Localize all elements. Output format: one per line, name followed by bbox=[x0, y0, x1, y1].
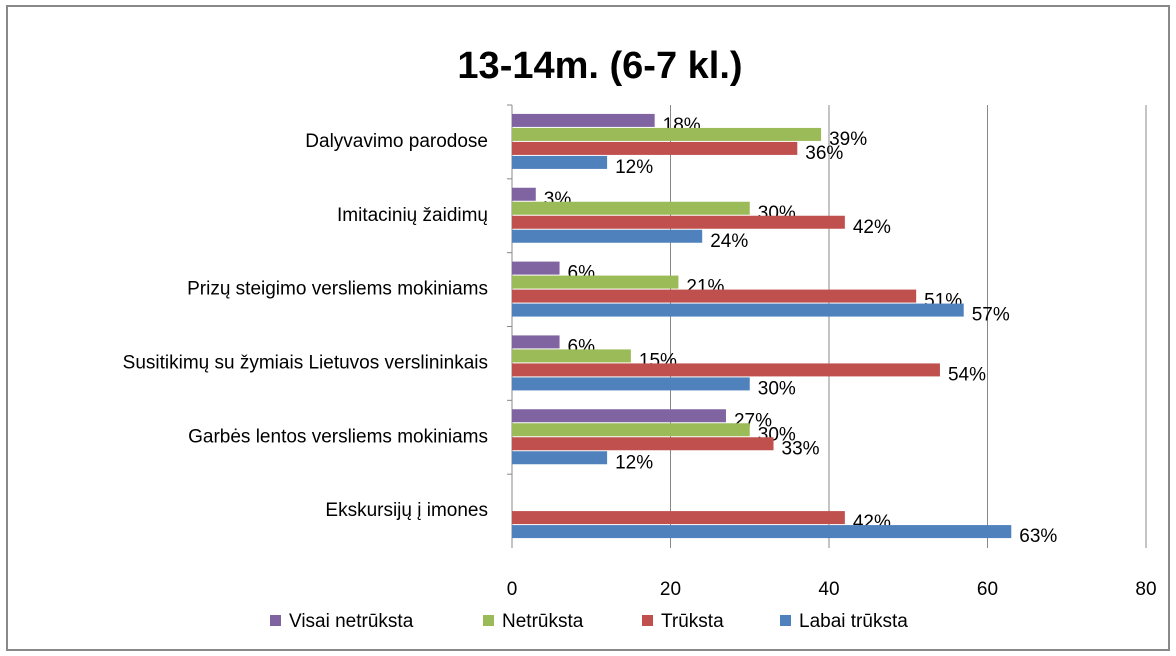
bar bbox=[512, 261, 560, 275]
x-tick-label: 80 bbox=[1135, 579, 1156, 600]
legend-marker bbox=[483, 615, 494, 626]
legend-label: Trūksta bbox=[661, 611, 724, 632]
data-label: 12% bbox=[615, 157, 653, 178]
chart-title: 13-14m. (6-7 kl.) bbox=[457, 45, 742, 87]
bar bbox=[512, 155, 608, 169]
data-label: 54% bbox=[948, 364, 986, 385]
x-tick-label: 40 bbox=[818, 579, 839, 600]
data-label: 24% bbox=[710, 231, 748, 252]
bar bbox=[512, 275, 679, 289]
bar bbox=[512, 201, 750, 215]
bar bbox=[512, 289, 917, 303]
x-tick-label: 0 bbox=[507, 579, 518, 600]
chart-frame bbox=[6, 5, 1170, 651]
y-tick-label: Prizų steigimo versliems mokiniams bbox=[187, 279, 488, 300]
bar bbox=[512, 363, 940, 377]
data-label: 63% bbox=[1019, 526, 1057, 547]
y-tick-label: Garbės lentos versliems mokiniams bbox=[188, 426, 488, 447]
data-label: 12% bbox=[615, 452, 653, 473]
legend-marker bbox=[270, 615, 281, 626]
bar bbox=[512, 437, 774, 451]
bar bbox=[512, 113, 655, 127]
x-tick-label: 60 bbox=[977, 579, 998, 600]
bar bbox=[512, 409, 726, 423]
bar bbox=[512, 349, 631, 363]
bar bbox=[512, 141, 798, 155]
legend-label: Visai netrūksta bbox=[289, 611, 414, 632]
bar bbox=[512, 229, 703, 243]
bar bbox=[512, 127, 822, 141]
bar bbox=[512, 451, 608, 465]
legend-marker bbox=[642, 615, 653, 626]
legend-label: Labai trūksta bbox=[799, 611, 908, 632]
data-label: 57% bbox=[972, 305, 1010, 326]
x-tick-label: 20 bbox=[660, 579, 681, 600]
bar bbox=[512, 423, 750, 437]
y-tick-label: Susitikimų su žymiais Lietuvos verslinin… bbox=[123, 352, 488, 373]
y-tick-label: Imitacinių žaidimų bbox=[337, 205, 488, 226]
data-label: 30% bbox=[758, 378, 796, 399]
legend-marker bbox=[780, 615, 791, 626]
bar bbox=[512, 377, 750, 391]
data-label: 42% bbox=[853, 217, 891, 238]
y-tick-label: Ekskursijų į imones bbox=[325, 500, 488, 521]
data-label: 36% bbox=[805, 143, 843, 164]
bar bbox=[512, 511, 845, 525]
data-label: 39% bbox=[829, 129, 867, 150]
y-tick-label: Dalyvavimo parodose bbox=[305, 131, 488, 152]
data-label: 33% bbox=[782, 438, 820, 459]
bar bbox=[512, 335, 560, 349]
bar bbox=[512, 525, 1012, 539]
legend-label: Netrūksta bbox=[502, 611, 584, 632]
bar bbox=[512, 303, 964, 317]
bar bbox=[512, 215, 845, 229]
bar bbox=[512, 187, 536, 201]
